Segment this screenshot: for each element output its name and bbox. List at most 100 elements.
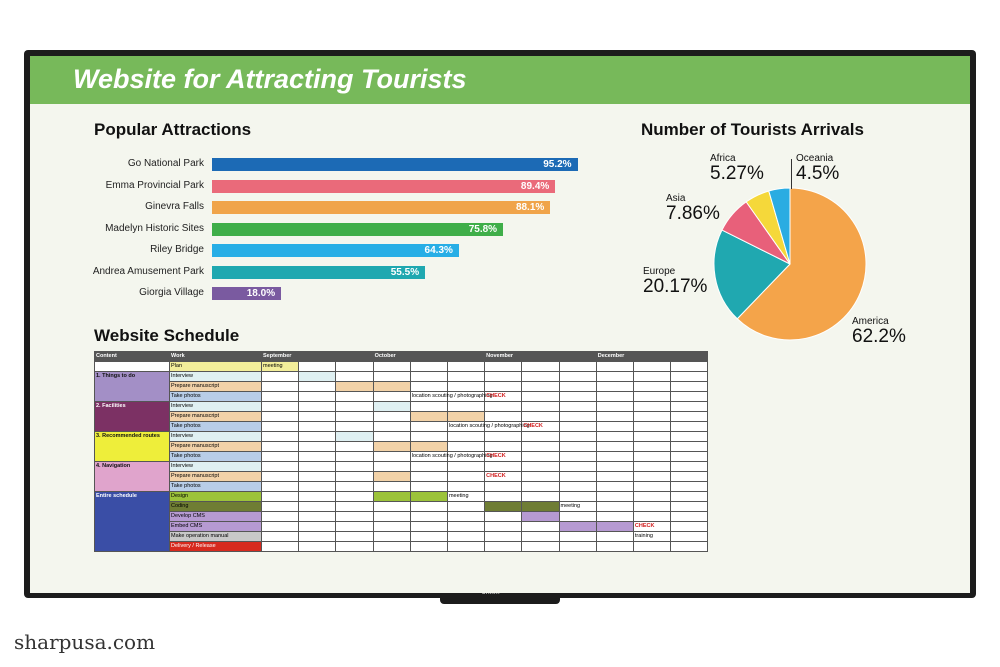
pie-label: America 62.2% (852, 316, 906, 347)
schedule-timeline-cell (558, 451, 597, 462)
schedule-timeline-cell (632, 421, 672, 432)
schedule-timeline-cell (298, 411, 337, 422)
schedule-timeline-cell (484, 361, 523, 372)
schedule-timeline-cell (484, 511, 523, 522)
schedule-timeline-cell (670, 461, 709, 472)
schedule-work-cell: Coding (169, 501, 262, 512)
schedule-table: Content Work September October November Decem… (94, 351, 709, 552)
brand-logo: SHARP (482, 590, 503, 596)
schedule-timeline-cell (298, 401, 337, 412)
schedule-timeline-cell (260, 511, 300, 522)
arrivals-pie-chart (713, 187, 867, 341)
schedule-timeline-cell (260, 541, 300, 552)
schedule-row: Prepare manuscript (95, 381, 709, 392)
bar-value-label: 88.1% (515, 202, 545, 213)
schedule-timeline-cell (595, 451, 634, 462)
schedule-note: location scouting / photographing (411, 453, 493, 459)
schedule-work-cell: Take photos (169, 451, 262, 462)
schedule-timeline-cell (484, 491, 523, 502)
bar: 55.5% (212, 265, 426, 279)
schedule-timeline-cell (409, 521, 448, 532)
schedule-timeline-cell (632, 441, 672, 452)
schedule-work-cell: Interview (169, 431, 262, 442)
schedule-timeline-cell (298, 431, 337, 442)
schedule-row: Take photos location scouting / photograp… (95, 391, 709, 402)
schedule-timeline-cell (670, 521, 709, 532)
schedule-timeline-cell (558, 381, 597, 392)
schedule-timeline-cell (260, 531, 300, 542)
schedule-header-cell: September (261, 351, 374, 362)
check-marker: CHECK (634, 523, 655, 529)
schedule-timeline-cell (670, 451, 709, 462)
schedule-header-cell: November (484, 351, 597, 362)
schedule-timeline-cell (372, 431, 411, 442)
schedule-timeline-cell (484, 401, 523, 412)
schedule-timeline-cell (446, 381, 486, 392)
title-banner: Website for Attracting Tourists (30, 56, 970, 104)
schedule-timeline-cell (372, 401, 411, 412)
schedule-timeline-cell (260, 371, 300, 382)
schedule-timeline-cell (521, 451, 560, 462)
schedule-timeline-cell (670, 501, 709, 512)
pie-label: Oceania 4.5% (796, 153, 839, 184)
pie-slice (736, 187, 867, 341)
pie-label: Africa 5.27% (710, 153, 764, 184)
schedule-timeline-cell (298, 451, 337, 462)
schedule-timeline-cell (670, 481, 709, 492)
schedule-note: location scouting / photographing (411, 393, 493, 399)
schedule-timeline-cell (632, 481, 672, 492)
schedule-timeline-cell (260, 481, 300, 492)
schedule-timeline-cell: CHECK (484, 451, 523, 462)
schedule-timeline-cell (372, 411, 411, 422)
schedule-timeline-cell (558, 541, 597, 552)
schedule-timeline-cell (372, 461, 411, 472)
schedule-timeline-cell (298, 481, 337, 492)
bar-value-label: 75.8% (468, 223, 498, 235)
schedule-row: Prepare manuscript (95, 441, 709, 452)
schedule-header-cell: Work (169, 351, 262, 362)
schedule-timeline-cell (632, 471, 672, 482)
schedule-timeline-cell (595, 491, 634, 502)
schedule-work-cell: Prepare manuscript (169, 381, 262, 392)
schedule-timeline-cell (484, 521, 523, 532)
schedule-timeline-cell (632, 361, 672, 372)
schedule-note: meeting (560, 503, 581, 509)
schedule-timeline-cell (335, 461, 374, 472)
schedule-timeline-cell (298, 381, 337, 392)
schedule-row: Prepare manuscript CHECK (95, 471, 709, 482)
bar-value-label: 18.0% (246, 288, 276, 299)
schedule-timeline-cell (409, 501, 448, 512)
schedule-timeline-cell (372, 471, 411, 482)
schedule-timeline-cell (409, 511, 448, 522)
bar-label: Riley Bridge (150, 244, 204, 255)
schedule-timeline-cell (595, 441, 634, 452)
schedule-timeline-cell (670, 531, 709, 542)
schedule-timeline-cell (558, 391, 597, 402)
schedule-row: 2. Facilities Interview (94, 401, 709, 432)
schedule-timeline-cell (521, 391, 560, 402)
schedule-timeline-cell (335, 531, 374, 542)
schedule-timeline-cell (595, 501, 634, 512)
schedule-timeline-cell (298, 371, 337, 382)
schedule-timeline-cell (409, 481, 448, 492)
schedule-row: Take photos location scouting / photograp… (95, 421, 709, 432)
schedule-timeline-cell (670, 371, 709, 382)
schedule-timeline-cell: CHECK (632, 521, 672, 532)
schedule-timeline-cell (372, 491, 411, 502)
schedule-work-cell: Take photos (169, 391, 262, 402)
check-marker: CHECK (523, 423, 543, 429)
schedule-timeline-cell (335, 381, 374, 392)
schedule-timeline-cell (335, 471, 374, 482)
schedule-timeline-cell (335, 401, 374, 412)
schedule-timeline-cell (595, 531, 634, 542)
schedule-timeline-cell (409, 381, 448, 392)
schedule-timeline-cell (521, 531, 560, 542)
schedule-timeline-cell (521, 521, 560, 532)
schedule-timeline-cell (298, 511, 337, 522)
schedule-header-cell: October (372, 351, 486, 362)
schedule-work-cell: Prepare manuscript (169, 411, 262, 422)
schedule-timeline-cell (446, 431, 486, 442)
schedule-group-cell: 3. Recommended routes (94, 431, 170, 462)
schedule-timeline-cell (521, 371, 560, 382)
pie-label: Europe 20.17% (643, 266, 707, 297)
